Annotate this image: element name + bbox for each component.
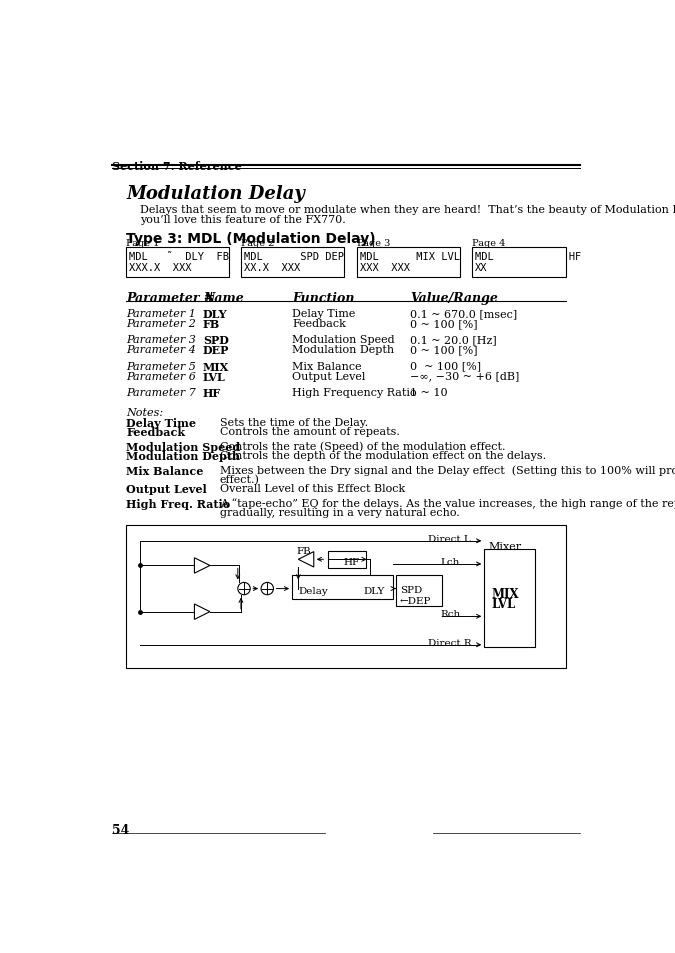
Text: you’ll love this feature of the FX770.: you’ll love this feature of the FX770. [140,214,346,224]
Text: MDL      MIX LVL: MDL MIX LVL [360,252,460,262]
Text: Parameter 2: Parameter 2 [126,319,196,329]
Text: Direct L: Direct L [429,535,471,543]
Text: HF: HF [203,388,221,398]
Text: High Frequency Ratio: High Frequency Ratio [292,388,416,397]
Circle shape [238,583,250,595]
Text: HF: HF [343,558,359,566]
Text: SPD: SPD [203,335,229,346]
Text: Page 4: Page 4 [472,238,506,248]
Bar [357,248,460,277]
Text: Parameter 6: Parameter 6 [126,372,196,381]
Text: MDL      SPD DEP: MDL SPD DEP [244,252,344,262]
Text: Parameter 4: Parameter 4 [126,345,196,355]
Text: Parameter 5: Parameter 5 [126,361,196,372]
Polygon shape [194,558,210,574]
Text: Controls the depth of the modulation effect on the delays.: Controls the depth of the modulation eff… [220,451,546,460]
Circle shape [261,583,273,595]
Text: A “tape-echo” EQ for the delays. As the value increases, the high range of the r: A “tape-echo” EQ for the delays. As the … [220,498,675,509]
Text: Parameter 1: Parameter 1 [126,309,196,319]
Text: MIX: MIX [491,587,519,600]
Bar [328,551,367,568]
Text: Value/Range: Value/Range [410,292,497,304]
Text: Section 7: Reference: Section 7: Reference [112,161,242,172]
Text: High Freq. Ratio: High Freq. Ratio [126,498,230,509]
Text: Page 2: Page 2 [241,238,274,248]
Text: gradually, resulting in a very natural echo.: gradually, resulting in a very natural e… [220,507,460,517]
Text: Rch: Rch [440,610,460,618]
Text: XXX.X  XXX: XXX.X XXX [130,263,192,273]
Bar [484,549,535,647]
Text: effect.): effect.) [220,475,260,485]
Text: Parameter 3: Parameter 3 [126,335,196,345]
Text: FB: FB [203,319,220,330]
Text: 0.1 ~ 20.0 [Hz]: 0.1 ~ 20.0 [Hz] [410,335,497,345]
Polygon shape [298,552,314,567]
Text: Lch: Lch [440,558,460,566]
Text: XXX  XXX: XXX XXX [360,263,410,273]
Text: MIX: MIX [203,361,230,373]
Text: Parameter #: Parameter # [126,292,215,304]
Text: DLY: DLY [363,586,385,595]
Text: Notes:: Notes: [126,408,163,417]
Polygon shape [194,604,210,619]
Text: DLY: DLY [203,309,227,320]
Text: Page 3: Page 3 [357,238,391,248]
Text: Modulation Depth: Modulation Depth [126,451,240,461]
Text: FB: FB [297,547,311,556]
Text: MDL   ˜  DLY  FB: MDL ˜ DLY FB [130,252,230,262]
Text: −∞, −30 ~ +6 [dB]: −∞, −30 ~ +6 [dB] [410,372,519,381]
Text: Mixer: Mixer [489,541,522,552]
Text: DEP: DEP [203,345,230,356]
Text: Output Level: Output Level [126,483,207,495]
Text: 0.1 ~ 670.0 [msec]: 0.1 ~ 670.0 [msec] [410,309,517,319]
Text: 1 ~ 10: 1 ~ 10 [410,388,448,397]
Bar [472,248,566,277]
Text: Modulation Speed: Modulation Speed [126,441,240,453]
Text: 0  ~ 100 [%]: 0 ~ 100 [%] [410,361,481,372]
Text: ←DEP: ←DEP [400,596,431,605]
Text: Name: Name [203,292,244,304]
Text: Direct R: Direct R [429,639,472,647]
Text: Page 1: Page 1 [126,238,159,248]
Text: Mix Balance: Mix Balance [292,361,362,372]
Bar [126,526,566,668]
Bar [241,248,344,277]
Bar [126,248,230,277]
Text: Sets the time of the Delay.: Sets the time of the Delay. [220,417,368,427]
Bar [292,576,393,598]
Text: XX.X  XXX: XX.X XXX [244,263,300,273]
Text: Feedback: Feedback [292,319,346,329]
Text: Overall Level of this Effect Block: Overall Level of this Effect Block [220,483,405,494]
Text: Modulation Delay: Modulation Delay [126,185,305,203]
Text: Controls the amount of repeats.: Controls the amount of repeats. [220,427,400,436]
Text: Mix Balance: Mix Balance [126,465,204,476]
Text: SPD: SPD [400,585,422,595]
Text: Delay Time: Delay Time [292,309,356,319]
Text: Mixes between the Dry signal and the Delay effect  (Setting this to 100% will pr: Mixes between the Dry signal and the Del… [220,465,675,476]
Text: Delay Time: Delay Time [126,417,196,429]
Text: 0 ~ 100 [%]: 0 ~ 100 [%] [410,345,477,355]
Text: Delays that seem to move or modulate when they are heard!  That’s the beauty of : Delays that seem to move or modulate whe… [140,204,675,214]
Text: Function: Function [292,292,354,304]
Text: XX: XX [475,263,487,273]
Text: Parameter 7: Parameter 7 [126,388,196,397]
Text: Feedback: Feedback [126,427,186,437]
Text: LVL: LVL [491,598,516,610]
Text: 0 ~ 100 [%]: 0 ~ 100 [%] [410,319,477,329]
Text: Output Level: Output Level [292,372,365,381]
Text: 54: 54 [112,822,130,836]
Text: LVL: LVL [203,372,225,382]
Text: Delay: Delay [298,586,328,595]
Text: Modulation Speed: Modulation Speed [292,335,395,345]
Bar [396,576,442,607]
Text: Modulation Depth: Modulation Depth [292,345,394,355]
Text: MDL            HF: MDL HF [475,252,581,262]
Text: Type 3: MDL (Modulation Delay): Type 3: MDL (Modulation Delay) [126,232,376,245]
Text: Controls the rate (Speed) of the modulation effect.: Controls the rate (Speed) of the modulat… [220,441,506,452]
